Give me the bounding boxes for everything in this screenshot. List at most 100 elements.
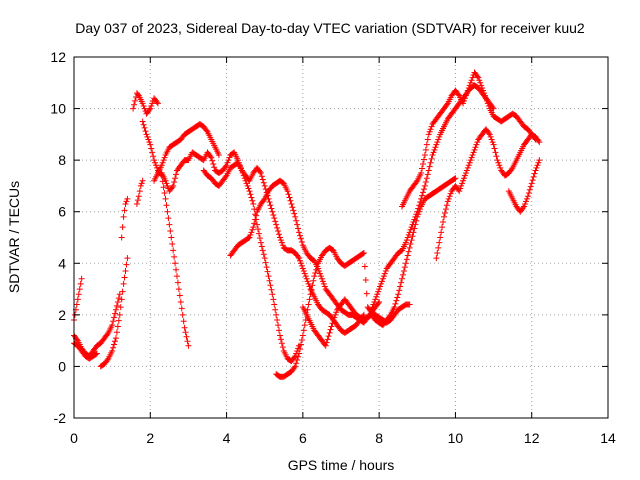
data-point [398, 279, 405, 286]
data-point [291, 354, 298, 361]
data-point [134, 197, 141, 204]
data-point [476, 77, 483, 84]
data-point [463, 90, 470, 97]
data-point [270, 296, 277, 303]
data-point [459, 180, 466, 187]
data-point [420, 161, 427, 168]
data-point [477, 79, 484, 86]
data-point [369, 304, 376, 311]
data-point [478, 82, 485, 89]
data-point [409, 221, 416, 228]
data-point [131, 101, 138, 108]
data-point [203, 127, 210, 134]
data-point [279, 344, 286, 351]
x-ticks: 0 2 4 6 8 10 12 14 [70, 57, 616, 446]
data-point [285, 191, 292, 198]
data-point [291, 364, 298, 371]
data-point [402, 239, 409, 246]
data-point [301, 322, 308, 329]
data-point [292, 213, 299, 220]
data-point [299, 265, 306, 272]
data-point [270, 211, 277, 218]
data-point [304, 306, 311, 313]
data-point [436, 239, 443, 246]
data-point [247, 191, 254, 198]
data-point [249, 197, 256, 204]
data-point [253, 212, 260, 219]
data-point [147, 105, 154, 112]
data-point [261, 182, 268, 189]
data-point [392, 300, 399, 307]
data-point [297, 341, 304, 348]
data-point [110, 318, 117, 325]
data-point [297, 235, 304, 242]
data-point [317, 273, 324, 280]
data-point [255, 230, 262, 237]
data-point [284, 188, 291, 195]
data-point [245, 185, 252, 192]
data-point [209, 157, 216, 164]
data-point [181, 324, 188, 331]
data-point [296, 257, 303, 264]
data-point [475, 74, 482, 81]
data-point [474, 73, 481, 80]
data-point [223, 162, 230, 169]
data-point [180, 318, 187, 325]
data-point [530, 173, 537, 180]
data-point [169, 184, 176, 191]
data-point [123, 198, 130, 205]
series-track-14 [299, 175, 459, 349]
data-point [160, 184, 167, 191]
data-point [111, 341, 118, 348]
data-point [138, 180, 145, 187]
data-point [487, 133, 494, 140]
data-point [311, 273, 318, 280]
data-point [417, 199, 424, 206]
data-point [299, 332, 306, 339]
data-point [298, 239, 305, 246]
data-point [115, 317, 122, 324]
data-point [409, 233, 416, 240]
data-point [326, 329, 333, 336]
series-track-9 [151, 121, 222, 184]
y-tick-label: 12 [50, 49, 66, 65]
data-point [115, 295, 122, 302]
data-point [258, 173, 265, 180]
data-point [173, 273, 180, 280]
data-point [432, 144, 439, 151]
data-point [371, 298, 378, 305]
data-point [481, 92, 488, 99]
data-point [405, 248, 412, 255]
data-point [321, 283, 328, 290]
data-point [445, 195, 452, 202]
data-point [368, 306, 375, 313]
data-point [277, 237, 284, 244]
data-point [467, 79, 474, 86]
data-point [295, 253, 302, 260]
data-point [298, 336, 305, 343]
data-point [210, 161, 217, 168]
data-point [291, 210, 298, 217]
data-point [374, 291, 381, 298]
data-point [410, 219, 417, 226]
data-point [372, 296, 379, 303]
data-point [408, 224, 415, 231]
data-point [174, 279, 181, 286]
data-point [430, 149, 437, 156]
data-point [287, 197, 294, 204]
y-tick-label: -2 [54, 410, 67, 426]
data-point [224, 159, 231, 166]
data-point [420, 186, 427, 193]
data-point [429, 151, 436, 158]
data-point [173, 171, 180, 178]
data-point [332, 311, 339, 318]
data-point [114, 298, 121, 305]
data-point [440, 213, 447, 220]
data-point [376, 286, 383, 293]
data-point [325, 333, 332, 340]
data-point [312, 269, 319, 276]
data-point [118, 234, 125, 241]
data-point [533, 164, 540, 171]
